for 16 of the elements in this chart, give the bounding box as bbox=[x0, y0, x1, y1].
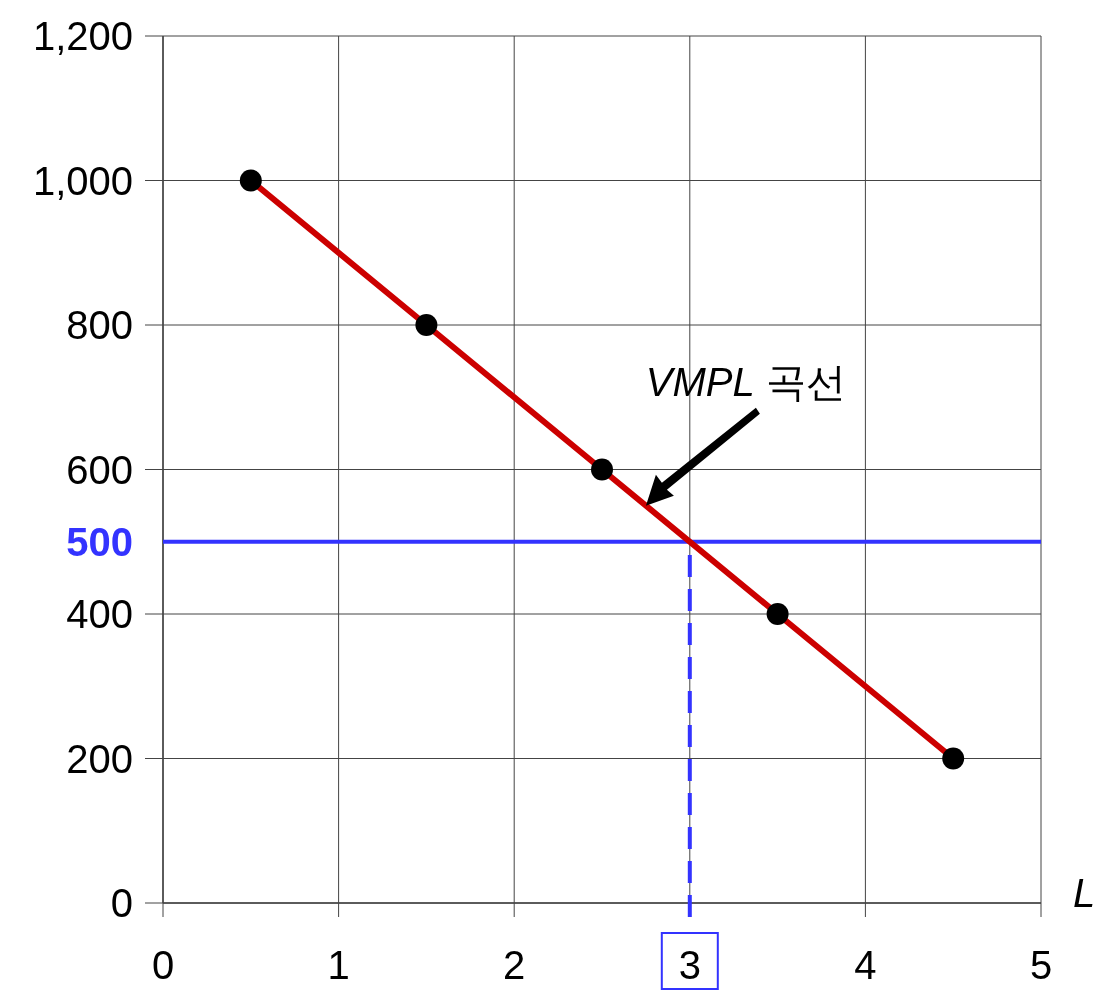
x-tick-label: 2 bbox=[503, 943, 526, 987]
x-tick-label: 5 bbox=[1029, 943, 1053, 987]
x-tick-label: 1 bbox=[327, 943, 350, 987]
x-tick-label: 0 bbox=[151, 943, 175, 987]
annotation: VMPL 곡선 bbox=[645, 359, 846, 404]
x-axis-title: L bbox=[1072, 871, 1096, 915]
y-tick-label: 1,000 bbox=[32, 158, 133, 203]
y-tick-label: 0 bbox=[110, 881, 133, 925]
ref-line-label: 3 bbox=[678, 943, 701, 987]
x-tick-label: 4 bbox=[854, 943, 877, 987]
ref-line-label: 500 bbox=[66, 519, 133, 564]
y-tick-label: 200 bbox=[66, 736, 133, 781]
y-tick-label: 400 bbox=[66, 592, 133, 636]
y-tick-label: 800 bbox=[66, 303, 133, 347]
y-tick-label: 600 bbox=[66, 447, 133, 492]
y-tick-label: 1,200 bbox=[32, 14, 133, 58]
